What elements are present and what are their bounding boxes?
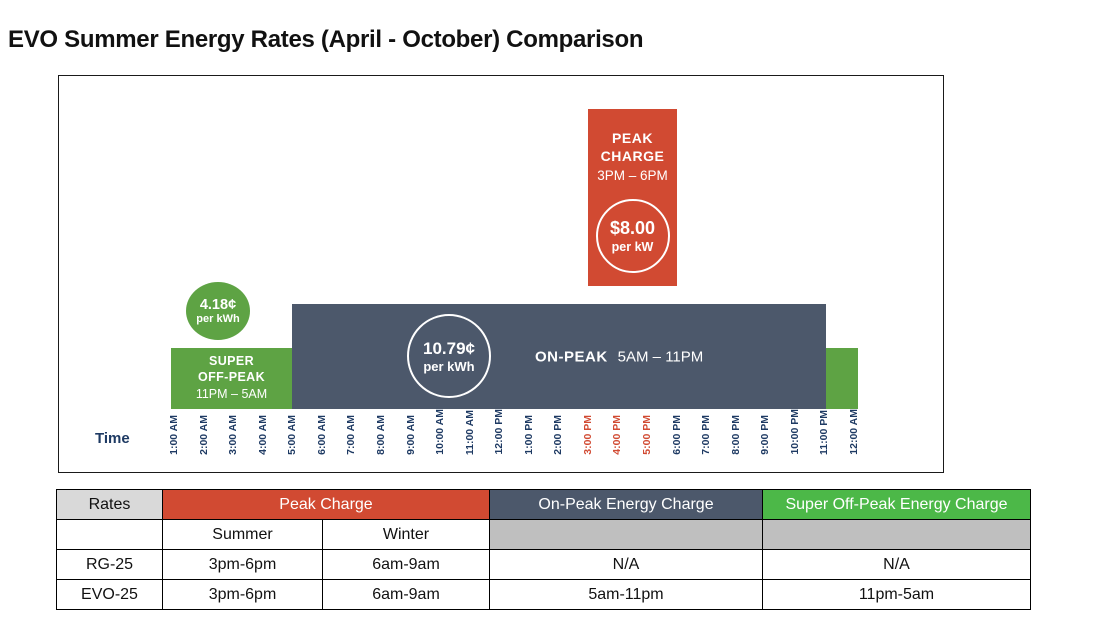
time-tick-label: 2:00 AM: [197, 415, 210, 455]
on-peak-hours: 5AM – 11PM: [617, 348, 704, 365]
rg25-winter: 6am-9am: [322, 549, 490, 580]
rate-name: EVO-25: [56, 579, 163, 610]
time-tick-label: 9:00 AM: [404, 415, 417, 455]
super-off-peak-rate: 4.18¢: [199, 297, 237, 313]
time-tick-label: 4:00 PM: [611, 415, 624, 455]
time-tick-label: 12:00 PM: [493, 409, 506, 455]
time-tick-label: 3:00 AM: [227, 415, 240, 455]
time-tick-label: 5:00 PM: [641, 415, 654, 455]
time-tick-label: 5:00 AM: [286, 415, 299, 455]
peak-charge-price: $8.00: [609, 218, 656, 238]
rg25-super-off-peak: N/A: [762, 549, 1031, 580]
time-tick-label: 3:00 PM: [581, 415, 594, 455]
table-header-super-off-peak: Super Off-Peak Energy Charge: [762, 489, 1031, 520]
time-tick-label: 7:00 PM: [700, 415, 713, 455]
time-tick-label: 11:00 PM: [818, 410, 831, 455]
rate-name: RG-25: [56, 549, 163, 580]
time-tick-label: 9:00 PM: [759, 415, 772, 455]
table-subheader-summer: Summer: [162, 519, 323, 550]
super-off-peak-rate-unit: per kWh: [196, 313, 240, 325]
super-off-peak-rate-circle: 4.18¢ per kWh: [186, 282, 250, 340]
time-tick-label: 10:00 AM: [434, 409, 447, 455]
table-header-row: Rates Peak Charge On-Peak Energy Charge …: [56, 489, 1031, 520]
on-peak-name: ON-PEAK: [535, 348, 608, 365]
evo25-winter: 6am-9am: [322, 579, 490, 610]
on-peak-rate-circle: 10.79¢ per kWh: [407, 314, 491, 398]
rg25-on-peak: N/A: [489, 549, 763, 580]
time-tick-label: 4:00 AM: [256, 415, 269, 455]
time-tick-label: 2:00 PM: [552, 415, 565, 455]
rates-comparison-table: Rates Peak Charge On-Peak Energy Charge …: [56, 489, 1031, 610]
super-off-peak-block: SUPER OFF-PEAK 11PM – 5AM: [171, 348, 292, 409]
time-tick-label: 8:00 AM: [374, 415, 387, 455]
table-header-on-peak: On-Peak Energy Charge: [489, 489, 763, 520]
table-header-peak-charge: Peak Charge: [162, 489, 490, 520]
time-tick-label: 11:00 AM: [463, 409, 476, 455]
on-peak-rate-unit: per kWh: [423, 358, 475, 374]
time-tick-label: 10:00 PM: [788, 409, 801, 455]
table-subheader-winter: Winter: [322, 519, 490, 550]
peak-charge-title-line2: CHARGE: [600, 147, 665, 164]
time-tick-label: 6:00 AM: [315, 415, 328, 455]
peak-charge-block: PEAK CHARGE 3PM – 6PM $8.00 per kW: [588, 109, 677, 286]
super-off-peak-title-line2: OFF-PEAK: [197, 370, 266, 385]
table-header-rates: Rates: [56, 489, 163, 520]
peak-charge-hours: 3PM – 6PM: [597, 168, 668, 183]
on-peak-block: 10.79¢ per kWh ON-PEAK 5AM – 11PM: [292, 304, 826, 409]
rg25-summer: 3pm-6pm: [162, 549, 323, 580]
table-row-rg25: RG-25 3pm-6pm 6am-9am N/A N/A: [56, 549, 1031, 580]
time-tick-label: 1:00 PM: [522, 415, 535, 455]
evo25-summer: 3pm-6pm: [162, 579, 323, 610]
evo25-on-peak: 5am-11pm: [489, 579, 763, 610]
table-row-evo25: EVO-25 3pm-6pm 6am-9am 5am-11pm 11pm-5am: [56, 579, 1031, 610]
time-tick-label: 12:00 AM: [847, 409, 860, 455]
super-off-peak-hours: 11PM – 5AM: [195, 386, 268, 401]
super-off-peak-block-right: [826, 348, 858, 409]
time-tick-label: 7:00 AM: [345, 415, 358, 455]
page-title: EVO Summer Energy Rates (April - October…: [8, 26, 644, 54]
table-cell-blank: [56, 519, 163, 550]
evo25-super-off-peak: 11pm-5am: [762, 579, 1031, 610]
rate-schedule-chart: PEAK CHARGE 3PM – 6PM $8.00 per kW 10.79…: [58, 75, 944, 473]
time-tick-label: 1:00 AM: [168, 415, 180, 455]
table-subheader-row: Summer Winter: [56, 519, 1031, 550]
peak-charge-price-circle: $8.00 per kW: [595, 199, 670, 273]
peak-charge-price-unit: per kW: [611, 240, 654, 254]
time-tick-label: 6:00 PM: [670, 415, 683, 455]
on-peak-label: ON-PEAK 5AM – 11PM: [535, 348, 703, 365]
on-peak-rate: 10.79¢: [423, 338, 475, 358]
time-tick-label: 8:00 PM: [729, 415, 742, 455]
super-off-peak-title-line1: SUPER: [208, 354, 255, 368]
time-axis-title: Time: [95, 430, 130, 447]
table-cell-gray: [762, 519, 1031, 550]
table-cell-gray: [489, 519, 763, 550]
peak-charge-title-line1: PEAK: [612, 130, 653, 146]
